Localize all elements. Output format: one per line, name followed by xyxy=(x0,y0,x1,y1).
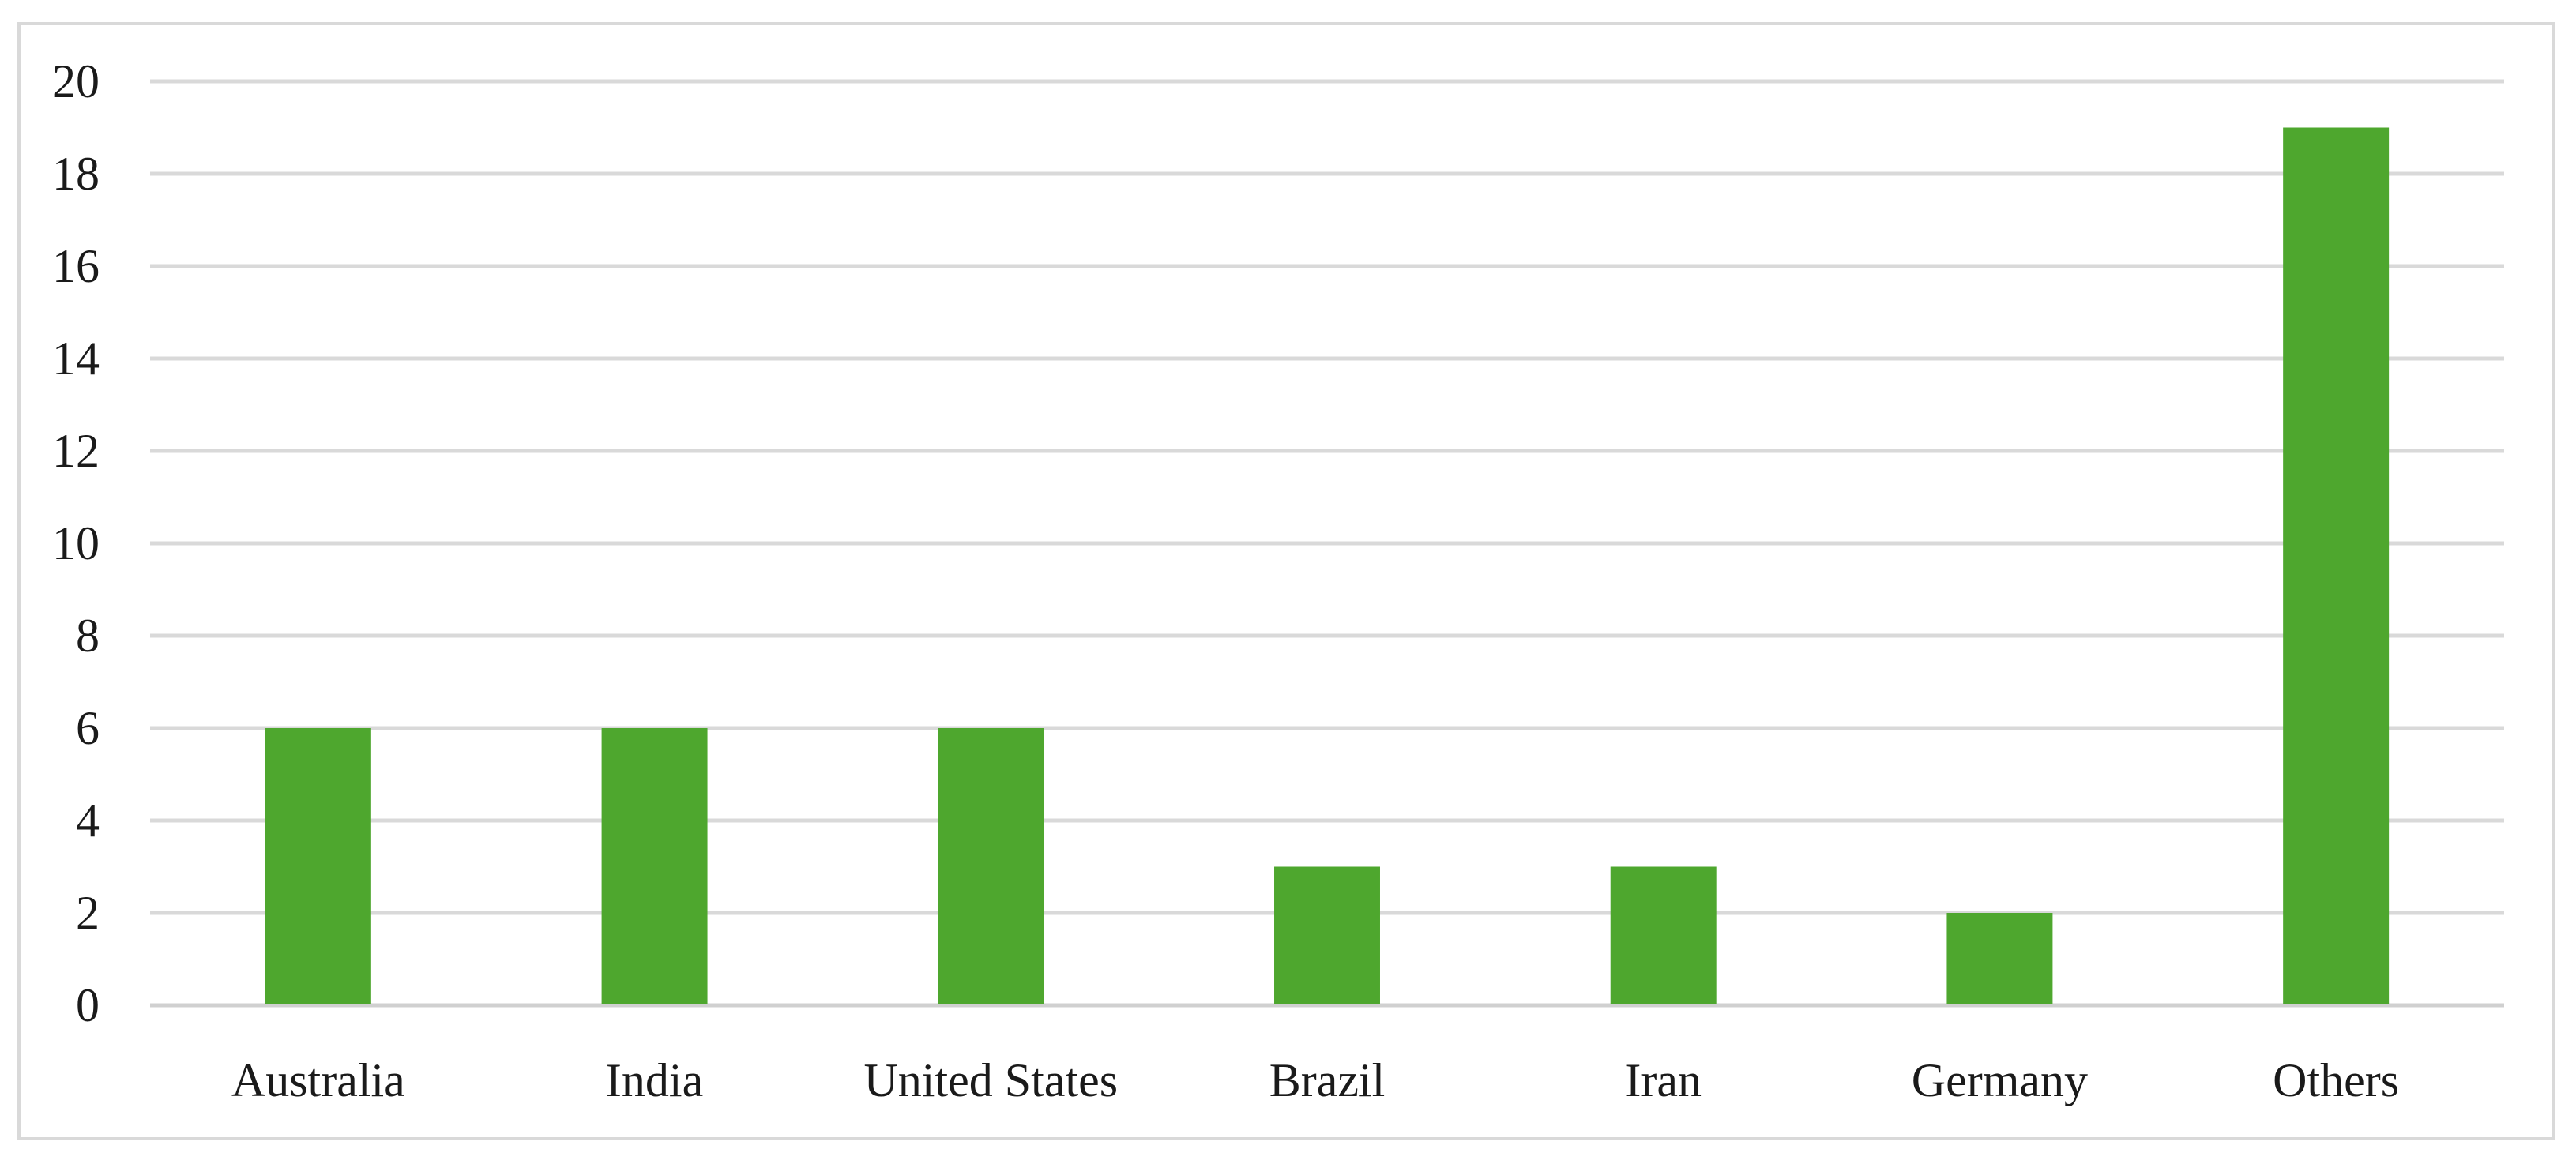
y-tick-label: 4 xyxy=(76,794,100,847)
x-tick-label: Australia xyxy=(231,1054,405,1106)
y-tick-label: 2 xyxy=(76,887,100,939)
y-tick-label: 18 xyxy=(52,148,100,200)
bar xyxy=(1274,866,1380,1004)
y-tick-label: 8 xyxy=(76,610,100,662)
y-tick-label: 12 xyxy=(52,425,100,477)
y-tick-label: 0 xyxy=(76,979,100,1031)
bar xyxy=(265,728,371,1004)
x-tick-label: Germany xyxy=(1912,1054,2088,1106)
y-tick-label: 6 xyxy=(76,702,100,754)
bars xyxy=(265,127,2390,1004)
bar xyxy=(601,728,708,1004)
x-tick-label: Brazil xyxy=(1269,1054,1386,1106)
bar xyxy=(1946,913,2053,1004)
y-axis-ticks: 0 2 4 6 8 10 12 14 16 18 20 xyxy=(52,55,100,1031)
x-tick-label: Others xyxy=(2273,1054,2399,1106)
y-tick-label: 10 xyxy=(52,517,100,569)
x-tick-label: United States xyxy=(863,1054,1118,1106)
x-tick-label: Iran xyxy=(1625,1054,1702,1106)
bar xyxy=(938,728,1044,1004)
bar xyxy=(2283,127,2390,1004)
x-axis-ticks: Australia India United States Brazil Iran Ger… xyxy=(231,1054,2399,1106)
grid-lines xyxy=(150,79,2504,1008)
y-tick-label: 20 xyxy=(52,55,100,107)
bar xyxy=(1610,866,1717,1004)
x-tick-label: India xyxy=(606,1054,703,1106)
y-tick-label: 16 xyxy=(52,240,100,292)
y-tick-label: 14 xyxy=(52,332,100,385)
